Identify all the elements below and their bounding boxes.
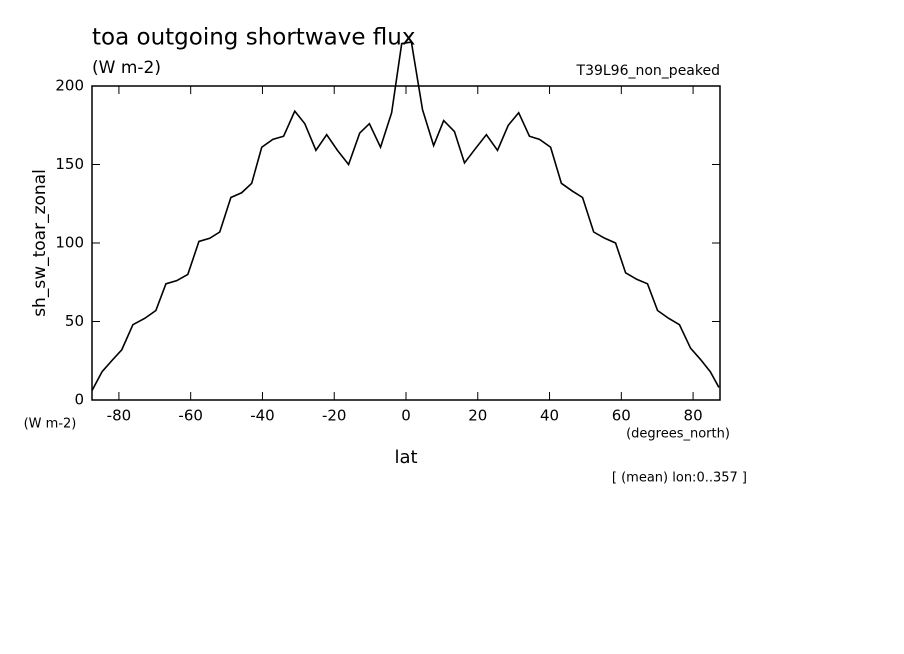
- y-units: (W m-2): [24, 417, 77, 432]
- x-tick-label: 40: [540, 407, 559, 425]
- x-tick-label: -60: [178, 407, 203, 425]
- y-tick-label: 0: [74, 391, 84, 409]
- x-tick-label: 0: [401, 407, 411, 425]
- dataset-label: T39L96_non_peaked: [576, 63, 720, 79]
- chart-subtitle: (W m-2): [92, 58, 161, 78]
- footnote: [ (mean) lon:0..357 ]: [612, 471, 747, 486]
- x-units: (degrees_north): [626, 427, 730, 442]
- x-tick-label: -40: [250, 407, 275, 425]
- y-tick-label: 100: [55, 234, 84, 252]
- x-tick-label: 20: [468, 407, 487, 425]
- y-axis-label: sh_sw_toar_zonal: [30, 169, 50, 317]
- chart-title: toa outgoing shortwave flux: [92, 25, 415, 51]
- x-tick-label: 80: [684, 407, 703, 425]
- y-tick-label: 50: [65, 312, 84, 330]
- plot-frame: [91, 85, 721, 401]
- y-tick-label: 150: [55, 155, 84, 173]
- data-line: [91, 41, 720, 391]
- x-tick-label: 60: [612, 407, 631, 425]
- x-tick-label: -80: [107, 407, 132, 425]
- x-axis-label: lat: [394, 447, 417, 468]
- x-tick-label: -20: [322, 407, 347, 425]
- y-tick-label: 200: [55, 77, 84, 95]
